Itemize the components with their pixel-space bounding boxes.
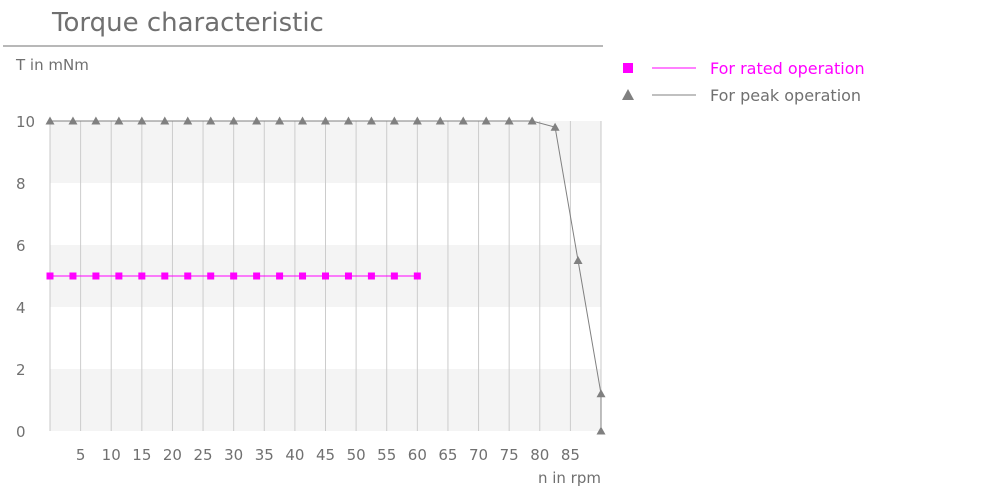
data-point [413, 272, 421, 280]
data-point [343, 116, 353, 125]
x-tick-label: 60 [408, 446, 427, 464]
data-point [183, 116, 193, 125]
x-tick-label: 5 [76, 446, 86, 464]
legend-square-marker [623, 63, 633, 73]
data-point [252, 116, 262, 125]
y-tick-label: 10 [16, 113, 35, 131]
legend-label: For rated operation [710, 59, 865, 78]
data-point [298, 116, 308, 125]
x-tick-label: 15 [132, 446, 151, 464]
x-tick-label: 25 [194, 446, 213, 464]
series-rated [46, 272, 421, 280]
legend-label: For peak operation [710, 86, 861, 105]
y-axis-label: T in mNm [15, 56, 89, 74]
data-point [412, 116, 422, 125]
data-point [184, 272, 192, 280]
x-tick-label: 30 [224, 446, 243, 464]
x-tick-label: 80 [530, 446, 549, 464]
legend-item: For peak operation [622, 86, 861, 105]
data-point [137, 116, 147, 125]
data-point [230, 272, 238, 280]
series-line [50, 120, 602, 431]
data-point [367, 272, 375, 280]
data-point [206, 116, 216, 125]
data-point [68, 116, 78, 125]
series-peak [45, 116, 606, 435]
data-point [276, 272, 284, 280]
x-tick-label: 70 [469, 446, 488, 464]
data-point [91, 116, 101, 125]
data-point [390, 272, 398, 280]
data-point [138, 272, 146, 280]
x-tick-label: 85 [561, 446, 580, 464]
x-tick-label: 55 [377, 446, 396, 464]
data-point [435, 116, 445, 125]
y-tick-label: 0 [16, 423, 26, 441]
data-point [322, 272, 329, 280]
data-point [45, 116, 55, 125]
data-point [344, 272, 352, 280]
x-tick-label: 10 [102, 446, 121, 464]
x-axis-ticks: 5 10 15 20 25 30 35 40 45 50 55 60 65 70 75 80 85 [76, 446, 580, 464]
y-tick-label: 4 [16, 299, 26, 317]
data-point [366, 116, 376, 125]
data-point [92, 272, 100, 280]
legend-item: For rated operation [623, 59, 865, 78]
data-point [389, 116, 399, 125]
data-point [207, 272, 215, 280]
legend-triangle-marker [622, 89, 634, 100]
y-tick-label: 8 [16, 175, 26, 193]
data-point [527, 116, 537, 125]
x-tick-label: 35 [255, 446, 274, 464]
y-tick-label: 6 [16, 237, 26, 255]
data-point [596, 426, 606, 435]
x-tick-label: 40 [285, 446, 304, 464]
x-tick-label: 75 [500, 446, 519, 464]
y-tick-label: 2 [16, 361, 26, 379]
data-point [299, 272, 307, 280]
data-point [69, 272, 77, 280]
data-point [504, 116, 514, 125]
data-point [161, 272, 169, 280]
x-tick-label: 50 [347, 446, 366, 464]
data-point [481, 116, 491, 125]
y-axis-ticks: 0 2 4 6 8 10 [16, 113, 35, 441]
x-tick-label: 45 [316, 446, 335, 464]
x-tick-label: 65 [438, 446, 457, 464]
data-point [458, 116, 468, 125]
data-point [596, 389, 606, 398]
x-axis-label: n in rpm [538, 469, 601, 487]
legend: For rated operation For peak operation [622, 59, 865, 105]
series-layer [45, 116, 606, 435]
data-point [115, 272, 123, 280]
data-point [253, 272, 261, 280]
data-point [573, 256, 583, 264]
data-point [229, 116, 239, 125]
chart-title: Torque characteristic [51, 8, 324, 38]
data-point [550, 122, 560, 131]
x-tick-label: 20 [163, 446, 182, 464]
data-point [46, 272, 54, 280]
data-point [114, 116, 124, 125]
data-point [160, 116, 170, 125]
data-point [321, 116, 330, 125]
data-point [275, 116, 285, 125]
